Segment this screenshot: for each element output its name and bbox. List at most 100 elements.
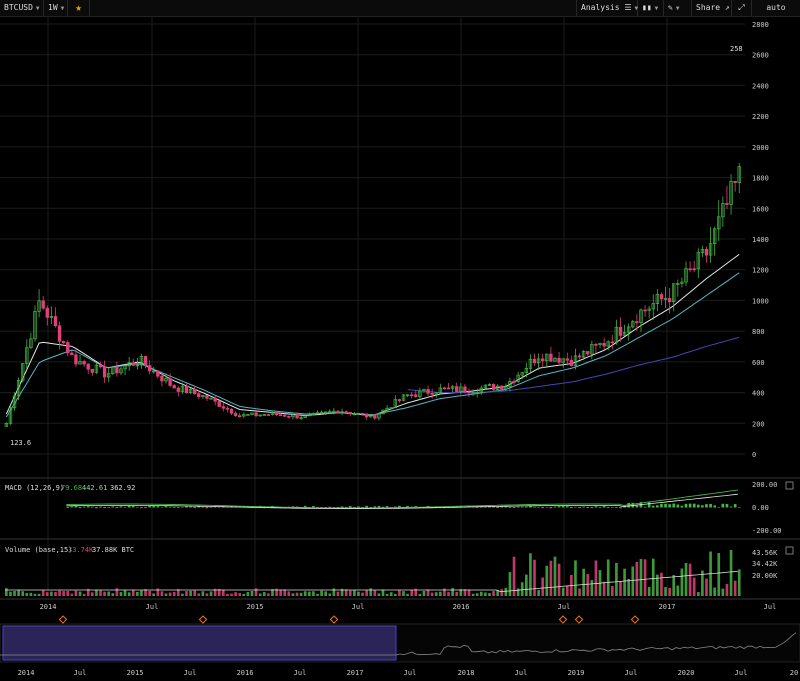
macd-histogram-bar [516, 506, 520, 508]
macd-histogram-bar [74, 505, 78, 508]
volume-bar [324, 591, 328, 596]
macd-histogram-bar [561, 505, 565, 508]
macd-histogram-bar [303, 505, 307, 508]
volume-value: 33.74K [68, 546, 94, 554]
candle [45, 307, 49, 318]
candle [545, 353, 549, 362]
volume-bar [541, 577, 545, 596]
volume-bar [512, 556, 516, 596]
candle [569, 359, 574, 366]
favorite-button[interactable]: ★ [68, 0, 90, 16]
candle [491, 384, 496, 390]
volume-bar [381, 589, 385, 596]
candle [446, 387, 451, 390]
close-volume-button[interactable] [785, 546, 794, 555]
interval-selector[interactable]: 1W ▼ [44, 0, 68, 16]
candle [328, 411, 332, 413]
volume-bar [287, 591, 291, 596]
close-macd-button[interactable] [785, 481, 794, 490]
candle [532, 358, 537, 364]
volume-tick: 20.00K [752, 572, 778, 580]
candle [12, 395, 17, 409]
volume-bar [5, 588, 8, 596]
volume-bar [66, 590, 70, 596]
macd-histogram-bar [582, 506, 585, 508]
volume-bar [74, 590, 78, 596]
macd-histogram-bar [713, 505, 717, 508]
price-tick: 200 [752, 420, 765, 428]
volume-bar [418, 593, 422, 596]
event-marker[interactable] [198, 615, 208, 624]
candle [197, 393, 201, 398]
volume-bar [668, 587, 671, 596]
nav-tick: Jul [74, 669, 87, 677]
analysis-button[interactable]: Analysis ☰ ▼ [576, 0, 638, 16]
volume-bar [136, 591, 139, 596]
volume-bar [185, 591, 188, 596]
volume-bar [103, 591, 106, 596]
macd-histogram-bar [660, 503, 663, 508]
candle [377, 413, 381, 419]
candle [221, 406, 226, 409]
macd-histogram-bar [385, 506, 389, 508]
macd-histogram-bar [725, 504, 729, 508]
candle [475, 392, 479, 394]
candle [700, 249, 705, 253]
event-marker[interactable] [574, 615, 584, 624]
volume-bar [107, 591, 111, 596]
draw-tool-button[interactable]: ✎ ▼ [664, 0, 692, 16]
volume-bar [443, 588, 446, 596]
chart-canvas[interactable]: 2800260024002200200018001600140012001000… [0, 16, 800, 681]
symbol-selector[interactable]: BTCUSD ▼ [0, 0, 44, 16]
volume-bar [729, 549, 733, 596]
macd-histogram-bar [696, 504, 700, 508]
nav-tick: Jul [404, 669, 417, 677]
candle [156, 370, 160, 377]
event-marker[interactable] [58, 615, 68, 624]
volume-bar [479, 591, 483, 596]
chart-type-button[interactable]: ▮▮ ▼ [638, 0, 664, 16]
fullscreen-button[interactable]: ⤢ [732, 0, 752, 16]
event-marker[interactable] [329, 615, 339, 624]
candle [553, 357, 557, 362]
candle [672, 283, 676, 303]
candle [283, 414, 287, 417]
candle [303, 415, 307, 419]
volume-bar [664, 587, 667, 596]
macd-histogram-bar [168, 506, 172, 508]
candle [549, 353, 553, 362]
macd-tick: 0.00 [752, 504, 769, 512]
scale-mode-button[interactable]: auto [752, 0, 800, 16]
candle [405, 394, 410, 397]
nav-tick: Jul [184, 669, 197, 677]
share-button[interactable]: Share ↗ [692, 0, 732, 16]
volume-bar [737, 569, 741, 596]
volume-bar [475, 593, 479, 596]
macd-histogram-bar [164, 506, 168, 508]
candle [123, 365, 127, 370]
candle [168, 378, 172, 386]
event-marker[interactable] [630, 615, 640, 624]
volume-bar [606, 559, 610, 596]
volume-bar [422, 590, 426, 596]
volume-bar [463, 589, 467, 596]
candle [29, 338, 33, 349]
time-tick: 2016 [453, 603, 470, 611]
macd-histogram-bar [340, 506, 344, 508]
candle [442, 387, 447, 390]
candle [627, 326, 631, 333]
volume-bar [590, 580, 594, 596]
navigator-window[interactable] [2, 625, 397, 661]
candle [332, 410, 336, 413]
candle [369, 414, 373, 418]
event-marker[interactable] [558, 615, 568, 624]
volume-bar [398, 590, 401, 596]
macd-histogram-bar [185, 506, 188, 508]
volume-bar [410, 589, 414, 596]
volume-bar [725, 584, 729, 596]
volume-bar [267, 593, 270, 596]
volume-tick: 34.42K [752, 560, 778, 568]
volume-bar [361, 592, 364, 596]
candle [721, 203, 725, 218]
macd-histogram-bar [66, 507, 70, 508]
